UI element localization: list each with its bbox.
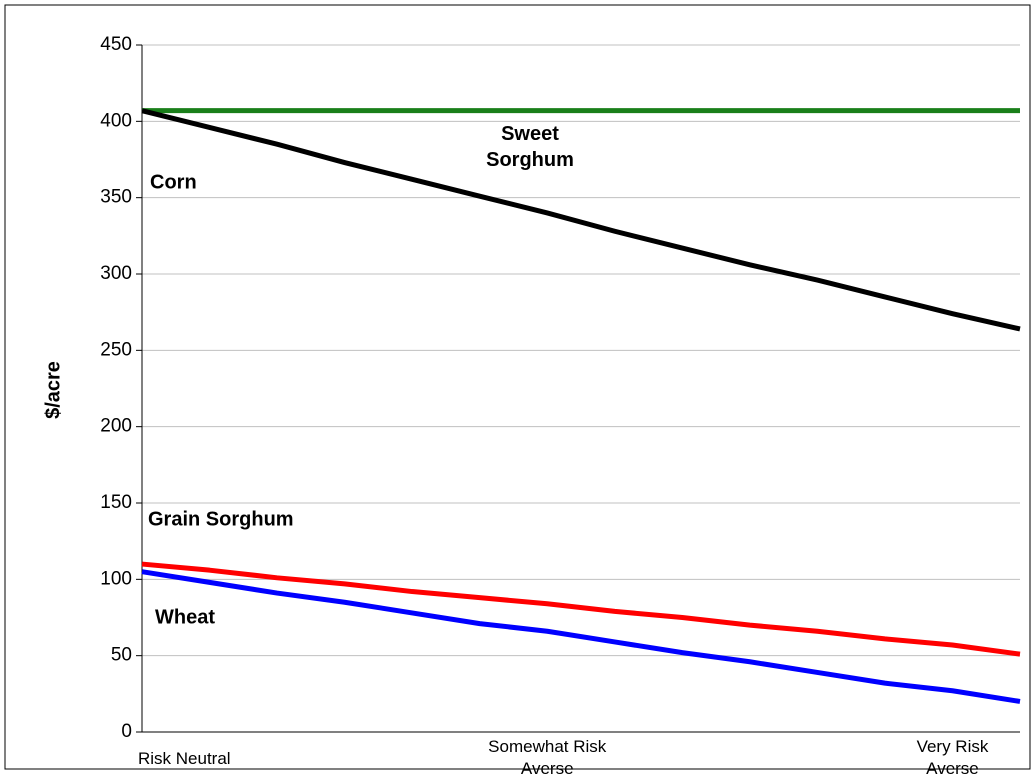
series-label: Sweet Sorghum bbox=[486, 123, 574, 171]
y-tick-label: 50 bbox=[111, 645, 132, 666]
y-tick-label: 350 bbox=[100, 187, 132, 208]
y-axis-label: $/acre bbox=[42, 361, 64, 419]
chart-frame bbox=[4, 4, 1031, 770]
x-tick-label: Very Risk Averse bbox=[917, 737, 989, 774]
y-tick-label: 0 bbox=[121, 721, 132, 742]
y-tick-label: 150 bbox=[100, 492, 132, 513]
series-line bbox=[141, 561, 1021, 657]
x-tick-label: Somewhat Risk Averse bbox=[488, 737, 607, 774]
series-label: Grain Sorghum bbox=[148, 508, 294, 530]
y-tick-label: 100 bbox=[100, 568, 132, 589]
series-line bbox=[141, 108, 1021, 332]
y-tick-label: 300 bbox=[100, 263, 132, 284]
y-tick-label: 200 bbox=[100, 416, 132, 437]
y-tick-label: 400 bbox=[100, 110, 132, 131]
series-label: Wheat bbox=[155, 606, 215, 628]
series-line bbox=[141, 569, 1021, 704]
y-tick-label: 450 bbox=[100, 34, 132, 55]
series-label: Corn bbox=[150, 171, 197, 193]
x-tick-label: Risk Neutral bbox=[138, 749, 231, 768]
y-tick-label: 250 bbox=[100, 339, 132, 360]
